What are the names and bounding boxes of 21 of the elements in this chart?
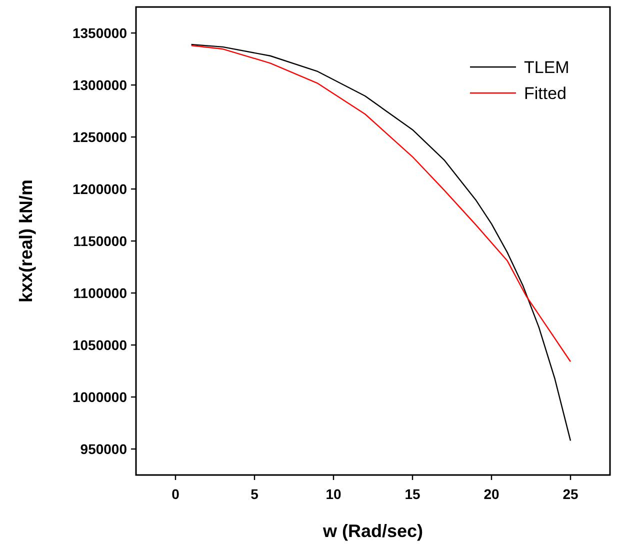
y-tick-label: 1300000 <box>72 77 128 93</box>
line-series <box>190 44 572 442</box>
y-tick-label: 1350000 <box>72 25 128 41</box>
x-tick-label: 5 <box>250 486 259 502</box>
x-tick-label: 0 <box>172 486 180 502</box>
x-tick-label: 10 <box>326 486 342 502</box>
y-axis-title: kxx(real) kN/m <box>16 179 36 303</box>
line-series <box>190 44 572 362</box>
x-tick-label: 15 <box>404 486 420 502</box>
legend-label: Fitted <box>524 84 567 103</box>
y-tick-label: 1000000 <box>72 389 128 405</box>
x-tick-label: 20 <box>484 486 500 502</box>
y-tick-label: 1050000 <box>72 337 128 353</box>
x-tick-label: 25 <box>562 486 578 502</box>
y-tick-label: 1200000 <box>72 181 128 197</box>
x-axis-title: w (Rad/sec) <box>322 521 424 541</box>
legend-label: TLEM <box>524 58 570 77</box>
y-tick-label: 950000 <box>80 441 128 457</box>
y-tick-label: 1250000 <box>72 129 128 145</box>
y-tick-label: 1150000 <box>73 233 128 249</box>
y-tick-label: 1100000 <box>73 285 128 301</box>
